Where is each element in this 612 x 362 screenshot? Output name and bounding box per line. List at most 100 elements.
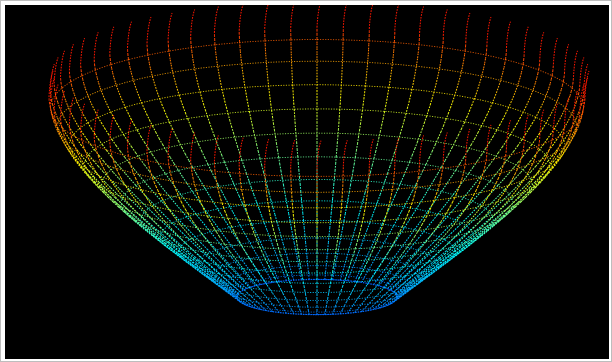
meridian-segment bbox=[251, 223, 256, 232]
meridian-segment bbox=[60, 132, 64, 138]
meridian-segment bbox=[416, 181, 419, 185]
meridian-segment bbox=[300, 198, 303, 206]
meridian-segment bbox=[88, 158, 92, 164]
meridian-segment bbox=[58, 132, 62, 138]
meridian-segment bbox=[498, 216, 506, 222]
meridian-segment bbox=[231, 292, 239, 298]
meridian-segment bbox=[274, 233, 276, 238]
meridian-segment bbox=[226, 168, 231, 176]
meridian-segment bbox=[366, 258, 370, 263]
meridian-segment bbox=[286, 257, 290, 266]
meridian-segment bbox=[172, 128, 177, 136]
meridian-segment bbox=[396, 292, 405, 300]
meridian-segment bbox=[550, 74, 553, 80]
meridian-segment bbox=[307, 310, 310, 315]
meridian-segment bbox=[568, 95, 571, 101]
meridian-segment bbox=[133, 174, 137, 179]
meridian-segment bbox=[364, 81, 367, 87]
meridian-segment bbox=[124, 156, 130, 164]
meridian-segment bbox=[204, 260, 210, 266]
meridian-segment bbox=[275, 136, 277, 144]
meridian-segment bbox=[391, 195, 396, 204]
meridian-segment bbox=[300, 267, 302, 272]
meridian-segment bbox=[524, 128, 530, 135]
rim-lip bbox=[49, 77, 55, 104]
meridian-segment bbox=[455, 84, 459, 91]
meridian-segment bbox=[163, 189, 170, 197]
meridian-segment bbox=[417, 52, 419, 58]
meridian-segment bbox=[570, 87, 573, 92]
meridian-segment bbox=[508, 201, 514, 208]
meridian-segment bbox=[73, 158, 79, 165]
meridian-segment bbox=[123, 197, 129, 203]
meridian-segment bbox=[98, 156, 101, 161]
meridian-segment bbox=[158, 218, 166, 225]
meridian-segment bbox=[397, 277, 405, 285]
meridian-segment bbox=[362, 214, 365, 219]
meridian-segment bbox=[336, 298, 339, 303]
meridian-segment bbox=[580, 111, 584, 116]
meridian-segment bbox=[211, 224, 215, 229]
meridian-segment bbox=[158, 138, 164, 146]
meridian-segment bbox=[164, 240, 173, 247]
meridian-segment bbox=[282, 243, 286, 251]
meridian-segment bbox=[275, 307, 280, 313]
meridian-segment bbox=[54, 116, 56, 121]
meridian-segment bbox=[85, 171, 91, 178]
meridian-segment bbox=[149, 120, 154, 127]
meridian-segment bbox=[505, 185, 509, 191]
meridian-segment bbox=[195, 189, 198, 194]
meridian-segment bbox=[292, 290, 295, 295]
meridian-segment bbox=[149, 67, 152, 74]
meridian-segment bbox=[347, 192, 350, 200]
meridian-segment bbox=[146, 206, 153, 213]
meridian-segment bbox=[562, 129, 565, 134]
rim-lip bbox=[573, 50, 578, 77]
meridian-segment bbox=[133, 124, 139, 132]
meridian-segment bbox=[512, 173, 516, 179]
meridian-segment bbox=[445, 113, 449, 120]
meridian-segment bbox=[147, 148, 153, 155]
meridian-segment bbox=[125, 185, 129, 191]
meridian-segment bbox=[218, 73, 221, 80]
meridian-segment bbox=[388, 267, 393, 272]
meridian-segment bbox=[568, 134, 571, 140]
rim-lip bbox=[442, 132, 448, 159]
meridian-segment bbox=[228, 265, 233, 271]
meridian-segment bbox=[344, 274, 348, 279]
meridian-segment bbox=[417, 199, 423, 208]
meridian-segment bbox=[53, 121, 56, 127]
meridian-segment bbox=[325, 257, 328, 265]
meridian-segment bbox=[329, 283, 331, 287]
meridian-segment bbox=[378, 278, 385, 287]
meridian-segment bbox=[207, 249, 215, 257]
meridian-segment bbox=[237, 273, 245, 281]
meridian-segment bbox=[149, 171, 152, 176]
meridian-segment bbox=[284, 297, 288, 302]
meridian-segment bbox=[437, 185, 440, 190]
meridian-segment bbox=[571, 123, 574, 128]
meridian-segment bbox=[204, 157, 209, 165]
meridian-segment bbox=[188, 251, 196, 258]
meridian-segment bbox=[240, 183, 242, 188]
parallel-ring bbox=[101, 132, 533, 185]
meridian-segment bbox=[416, 228, 421, 233]
meridian-segment bbox=[365, 199, 367, 204]
meridian-segment bbox=[406, 262, 414, 270]
meridian-segment bbox=[368, 291, 373, 297]
meridian-segment bbox=[392, 183, 394, 188]
meridian-segment bbox=[98, 175, 103, 181]
meridian-segment bbox=[215, 206, 222, 214]
meridian-segment bbox=[83, 134, 88, 140]
meridian-segment bbox=[218, 229, 225, 237]
meridian-segment bbox=[494, 168, 501, 176]
meridian-segment bbox=[445, 209, 449, 215]
meridian-segment bbox=[296, 302, 299, 307]
rim-lip bbox=[68, 97, 74, 124]
meridian-segment bbox=[81, 139, 84, 144]
meridian-segment bbox=[286, 274, 290, 279]
meridian-segment bbox=[137, 130, 142, 137]
meridian-segment bbox=[451, 235, 457, 241]
meridian-segment bbox=[101, 164, 105, 169]
meridian-segment bbox=[224, 211, 228, 216]
